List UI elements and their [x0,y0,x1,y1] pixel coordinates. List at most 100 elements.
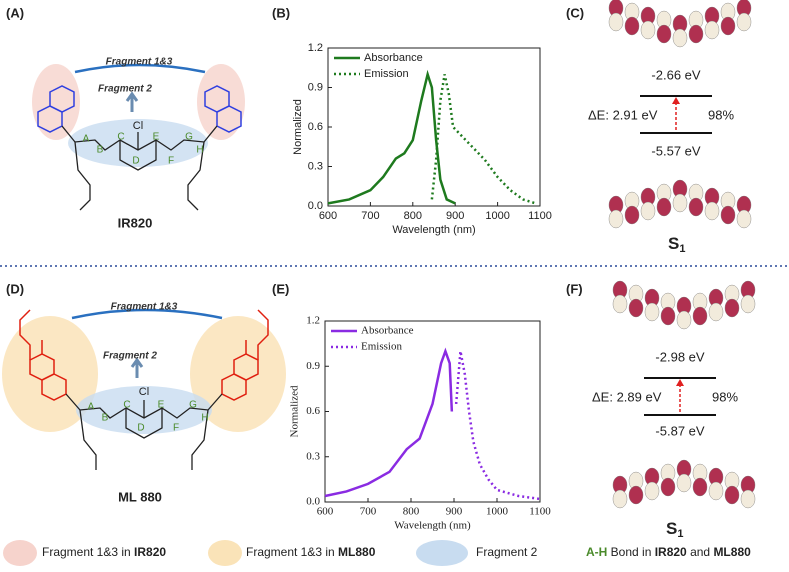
orbital-lobe [724,485,740,505]
y-tick-label: 0.3 [306,450,320,462]
bond-label: H [201,413,208,424]
plot-frame [324,320,541,503]
orbital-lobe [736,209,752,229]
fragment-label: Fragment 1&3 [111,302,178,313]
legend-swatch [416,540,468,566]
fragment-label: Fragment 2 [98,84,152,95]
orbital-lobe [608,12,624,32]
x-axis-title: Wavelength (nm) [394,520,471,532]
legend-swatch [208,540,242,566]
x-tick-label: 900 [446,210,464,222]
series-line [324,347,454,498]
bond-label: H [196,145,203,156]
legend-text: Fragment 1&3 in ML880 [246,545,376,559]
legend-text: A-H Bond in IR820 and ML880 [586,545,751,559]
fragment-label: Fragment 2 [103,351,157,362]
legend-part: A-H [586,545,607,559]
bond-label: B [102,413,109,424]
y-axis-title: Normalized [289,385,301,437]
y-tick-label: 0.0 [308,200,323,212]
orbital-lobe [692,477,708,497]
y-tick-label: 0.6 [308,121,323,133]
orbital-lobe [656,24,672,44]
panel-label: (B) [272,5,290,20]
legend-part: Fragment 1&3 in [42,545,134,559]
orbital-lobe [608,209,624,229]
orbital-diagram: -2.98 eV ΔE: 2.89 eV 98% -5.87 eV S1 [592,349,738,539]
orbital-diagram: -2.66 eV ΔE: 2.91 eV 98% -5.57 eV S1 [588,67,734,254]
orbital-lobe [676,473,692,493]
lumo-energy: -2.98 eV [655,349,704,364]
x-tick-label: 700 [360,506,377,518]
bond-label: D [137,423,144,434]
orbital-lobe [628,298,644,318]
lumo-energy: -2.66 eV [651,67,700,82]
legend-label: Emission [364,68,409,80]
x-tick-label: 800 [403,506,420,518]
x-tick-label: 1100 [529,506,551,518]
orbital-lobe [720,16,736,36]
state-sub: 1 [679,243,685,255]
panel-label: (C) [566,5,584,20]
orbital-lobe [644,481,660,501]
x-axis-title: Wavelength (nm) [392,224,475,236]
x-tick-label: 700 [361,210,379,222]
x-tick-label: 1000 [486,506,509,518]
y-tick-label: 0.9 [308,81,323,93]
legend-text: Fragment 2 [476,545,538,559]
series-line [454,350,541,501]
bond-label: E [158,400,165,411]
legend-swatch [3,540,37,566]
legend-part: Fragment 1&3 in [246,545,338,559]
series-line [327,69,456,205]
atom-label: Cl [133,120,143,132]
legend-label: Absorbance [361,325,414,337]
energy-gap: ΔE: 2.89 eV [592,389,662,404]
x-tick-label: 1000 [485,210,509,222]
bond-label: E [153,132,160,143]
bond-label: A [83,134,90,145]
y-tick-label: 0.6 [306,405,320,417]
orbital-lobe [740,294,756,314]
percent: 98% [708,107,734,122]
orbital-lobe [640,201,656,221]
orbital-lobe [708,302,724,322]
x-tick-label: 1100 [528,210,552,222]
panel-label: (A) [6,5,24,20]
bond-label: F [173,423,179,434]
orbital-lobe [624,16,640,36]
state: S [666,519,677,538]
legend-part: ML880 [713,545,751,559]
orbital-lobe [612,294,628,314]
x-tick-label: 900 [446,506,463,518]
legend-part: and [687,545,714,559]
x-tick-label: 800 [404,210,422,222]
y-tick-label: 0.0 [306,496,320,508]
orbital-lobe [672,28,688,48]
orbital-lobe [688,197,704,217]
orbital-lobe [704,201,720,221]
panel-label: (D) [6,281,24,296]
bond-label: D [132,156,139,167]
orbital-lobe [644,302,660,322]
fragment-label: Fragment 1&3 [106,57,173,68]
bond-label: C [123,400,130,411]
orbital-lobe [672,193,688,213]
orbital-lobe [640,20,656,40]
bond-label: C [117,132,124,143]
legend-text: Fragment 1&3 in IR820 [42,545,166,559]
orbital-lobe [692,306,708,326]
orbital-lobe [624,205,640,225]
orbital-lobe [660,477,676,497]
orbital-lobe [724,298,740,318]
legend-part: ML880 [338,545,376,559]
legend-label: Absorbance [364,52,423,64]
y-tick-label: 1.2 [308,42,323,54]
orbital-lobe [720,205,736,225]
y-tick-label: 1.2 [306,315,320,327]
x-tick-label: 600 [319,210,337,222]
molecule-ir820: Fragment 1&3 Fragment 2 Cl IR820 [32,57,245,230]
legend-part: IR820 [134,545,166,559]
legend-part: IR820 [655,545,687,559]
